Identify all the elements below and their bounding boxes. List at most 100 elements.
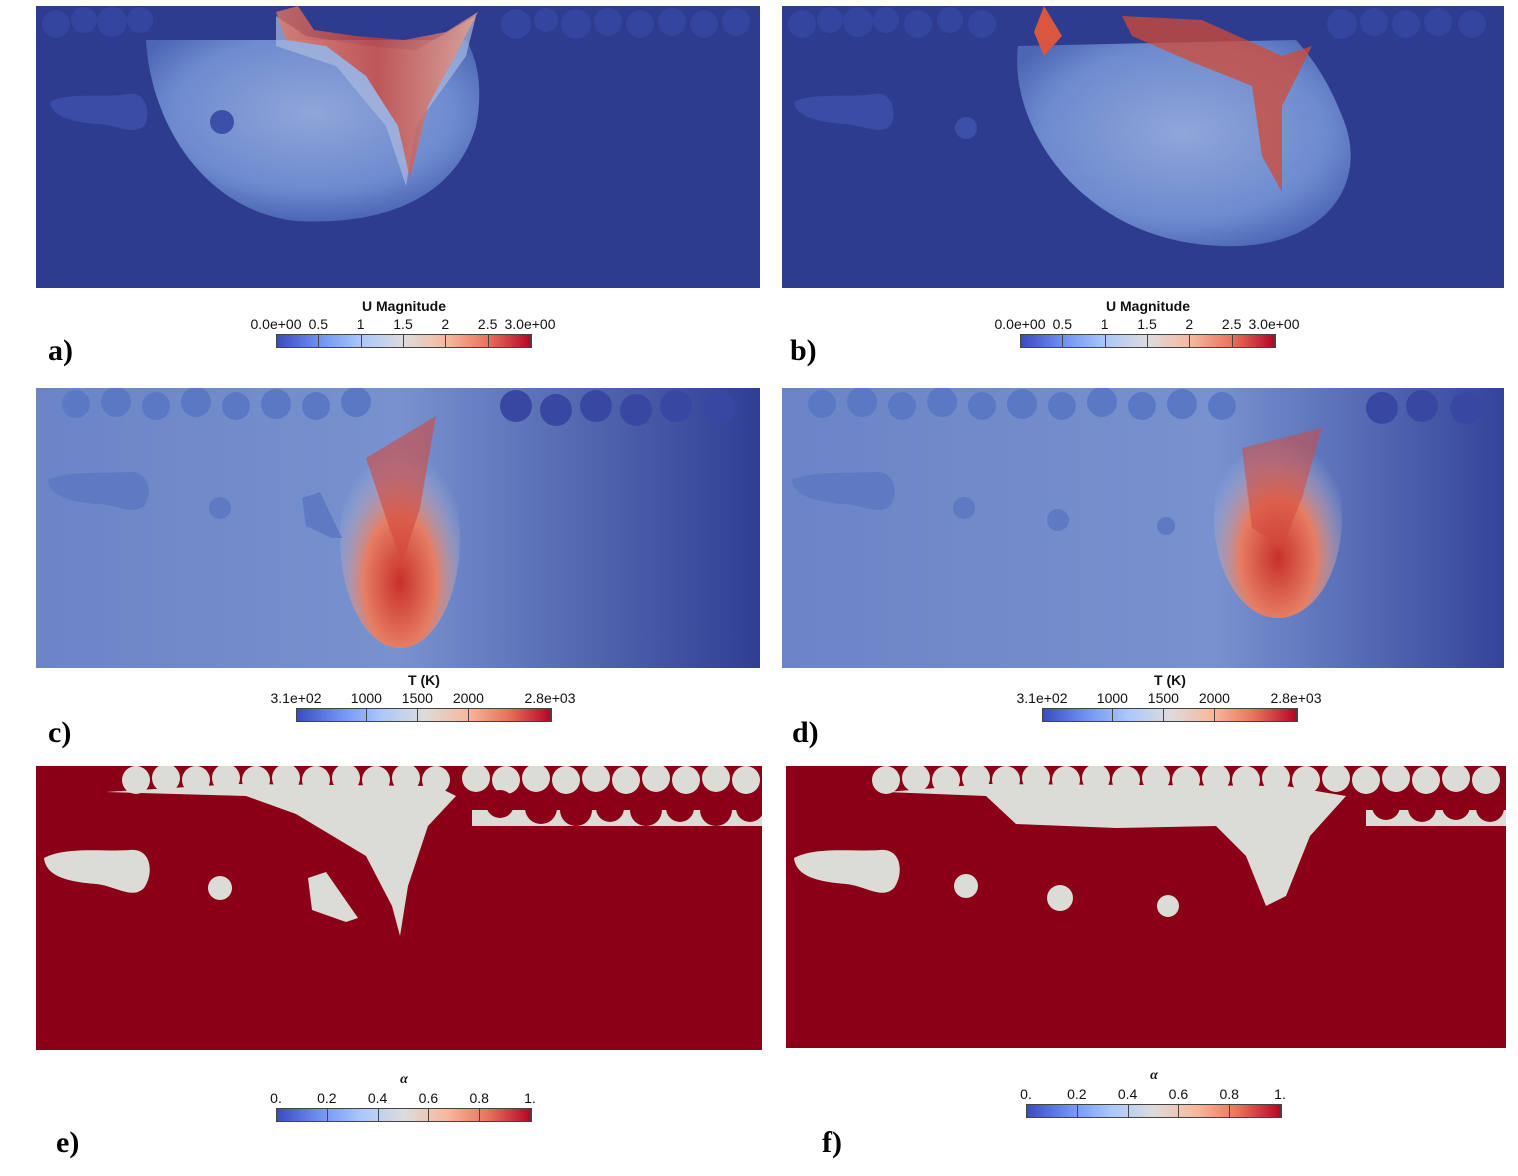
colorbar-tick-mark xyxy=(1229,1104,1231,1118)
colorbar-tick-mark xyxy=(550,708,551,722)
colorbar-tick-mark xyxy=(445,334,447,348)
colorbar-tick-label: 0. xyxy=(1020,1086,1032,1102)
colorbar-tick-label: 2.8e+03 xyxy=(524,690,576,706)
panel-label-c: c) xyxy=(48,716,72,749)
colorbar-tick-label: 0.0e+00 xyxy=(994,316,1046,332)
colorbar-tick-label: 0.4 xyxy=(367,1090,388,1106)
colorbar-tick-mark xyxy=(487,334,489,348)
colorbar-f-title: α xyxy=(1150,1068,1158,1083)
panel-a xyxy=(36,6,760,288)
colorbar-tick-mark xyxy=(276,334,277,348)
colorbar-c-title: T (K) xyxy=(408,672,440,688)
colorbar-tick-label: 1.5 xyxy=(393,316,413,332)
colorbar-tick-label: 1 xyxy=(1100,316,1109,332)
colorbar-tick-mark xyxy=(479,1108,481,1122)
panel-d-temperature-field xyxy=(782,388,1504,668)
colorbar-tick-mark xyxy=(530,334,531,348)
colorbar-tick-label: 0.6 xyxy=(418,1090,439,1106)
colorbar-tick-label: 3.1e+02 xyxy=(1016,690,1068,706)
colorbar-tick-mark xyxy=(1274,334,1275,348)
colorbar-tick-mark xyxy=(1280,1104,1281,1118)
colorbar-tick-mark xyxy=(1042,708,1043,722)
colorbar-tick-mark xyxy=(1020,334,1021,348)
colorbar-tick-mark xyxy=(276,1108,277,1122)
colorbar-tick-label: 1500 xyxy=(401,690,433,706)
panel-f-alpha-field xyxy=(786,766,1506,1048)
colorbar-tick-label: 1000 xyxy=(1096,690,1128,706)
panel-label-a: a) xyxy=(48,334,73,367)
panel-label-e: e) xyxy=(56,1126,80,1159)
colorbar-tick-label: 0.2 xyxy=(317,1090,337,1106)
colorbar-tick-label: 1. xyxy=(1274,1086,1286,1102)
colorbar-tick-mark xyxy=(1112,708,1114,722)
colorbar-d: T (K) 3.1e+02 1000 1500 2000 2.8e+03 xyxy=(1017,672,1322,732)
panel-label-d: d) xyxy=(792,716,819,749)
panel-e xyxy=(36,766,762,1050)
colorbar-c-gradient xyxy=(296,708,552,722)
colorbar-tick-label: 0.5 xyxy=(308,316,329,332)
colorbar-tick-mark xyxy=(1076,1104,1078,1118)
colorbar-tick-mark xyxy=(1163,708,1165,722)
panel-c-temperature-field xyxy=(36,388,760,668)
colorbar-tick-mark xyxy=(1178,1104,1180,1118)
colorbar-tick-mark xyxy=(1214,708,1216,722)
panel-a-velocity-field xyxy=(36,6,760,288)
colorbar-tick-mark xyxy=(403,334,404,348)
colorbar-tick-label: 3.0e+00 xyxy=(504,316,556,332)
colorbar-tick-mark xyxy=(1296,708,1297,722)
colorbar-b: U Magnitude 0.0e+00 0.5 1 1.5 2 2.5 3.0e+00 xyxy=(995,298,1300,358)
colorbar-tick-mark xyxy=(377,1108,379,1122)
colorbar-tick-mark xyxy=(366,708,368,722)
colorbar-e-ticks: 0. 0.2 0.4 0.6 0.8 1. xyxy=(256,1090,552,1106)
colorbar-tick-label: 2.5 xyxy=(477,316,498,332)
colorbar-tick-mark xyxy=(428,1108,430,1122)
colorbar-tick-mark xyxy=(417,708,419,722)
panel-b-velocity-field xyxy=(782,6,1504,288)
panel-c xyxy=(36,388,760,668)
colorbar-tick-label: 0.8 xyxy=(469,1090,489,1106)
colorbar-tick-label: 2.8e+03 xyxy=(1270,690,1322,706)
colorbar-d-ticks: 3.1e+02 1000 1500 2000 2.8e+03 xyxy=(1017,690,1322,706)
colorbar-tick-label: 1.5 xyxy=(1137,316,1157,332)
colorbar-tick-label: 2.5 xyxy=(1221,316,1242,332)
colorbar-tick-mark xyxy=(530,1108,531,1122)
colorbar-tick-label: 0.5 xyxy=(1052,316,1073,332)
colorbar-tick-mark xyxy=(296,708,297,722)
colorbar-b-title: U Magnitude xyxy=(1106,298,1190,314)
colorbar-f: α 0. 0.2 0.4 0.6 0.8 1. xyxy=(1020,1068,1286,1128)
colorbar-tick-label: 0.0e+00 xyxy=(250,316,302,332)
colorbar-b-gradient xyxy=(1020,334,1276,348)
colorbar-tick-label: 1000 xyxy=(350,690,382,706)
colorbar-a: U Magnitude 0.0e+00 0.5 1 1.5 2 2.5 3.0e+00 xyxy=(251,298,556,358)
colorbar-tick-label: 2000 xyxy=(1198,690,1230,706)
colorbar-tick-mark xyxy=(1062,334,1064,348)
colorbar-e-title: α xyxy=(400,1072,408,1087)
colorbar-tick-mark xyxy=(318,334,320,348)
colorbar-b-ticks: 0.0e+00 0.5 1 1.5 2 2.5 3.0e+00 xyxy=(995,316,1300,332)
colorbar-tick-label: 3.0e+00 xyxy=(1248,316,1300,332)
panel-label-f: f) xyxy=(822,1126,842,1159)
colorbar-c: T (K) 3.1e+02 1000 1500 2000 2.8e+03 xyxy=(271,672,576,732)
colorbar-d-gradient xyxy=(1042,708,1298,722)
colorbar-f-ticks: 0. 0.2 0.4 0.6 0.8 1. xyxy=(1006,1086,1302,1102)
colorbar-tick-label: 2 xyxy=(1185,316,1194,332)
colorbar-tick-mark xyxy=(1189,334,1191,348)
colorbar-tick-label: 0.2 xyxy=(1067,1086,1087,1102)
colorbar-tick-mark xyxy=(1127,1104,1129,1118)
colorbar-d-title: T (K) xyxy=(1154,672,1186,688)
panel-f xyxy=(786,766,1506,1048)
colorbar-tick-label: 0. xyxy=(270,1090,282,1106)
colorbar-tick-mark xyxy=(326,1108,328,1122)
colorbar-tick-label: 1. xyxy=(524,1090,536,1106)
panel-label-b: b) xyxy=(790,334,817,367)
panel-b xyxy=(782,6,1504,288)
colorbar-e: α 0. 0.2 0.4 0.6 0.8 1. xyxy=(270,1072,536,1132)
colorbar-tick-mark xyxy=(360,334,362,348)
panel-d xyxy=(782,388,1504,668)
colorbar-e-gradient xyxy=(276,1108,532,1122)
colorbar-tick-mark xyxy=(1104,334,1106,348)
colorbar-a-ticks: 0.0e+00 0.5 1 1.5 2 2.5 3.0e+00 xyxy=(251,316,556,332)
colorbar-tick-label: 1 xyxy=(356,316,365,332)
colorbar-tick-label: 0.6 xyxy=(1168,1086,1189,1102)
colorbar-tick-label: 1500 xyxy=(1147,690,1179,706)
